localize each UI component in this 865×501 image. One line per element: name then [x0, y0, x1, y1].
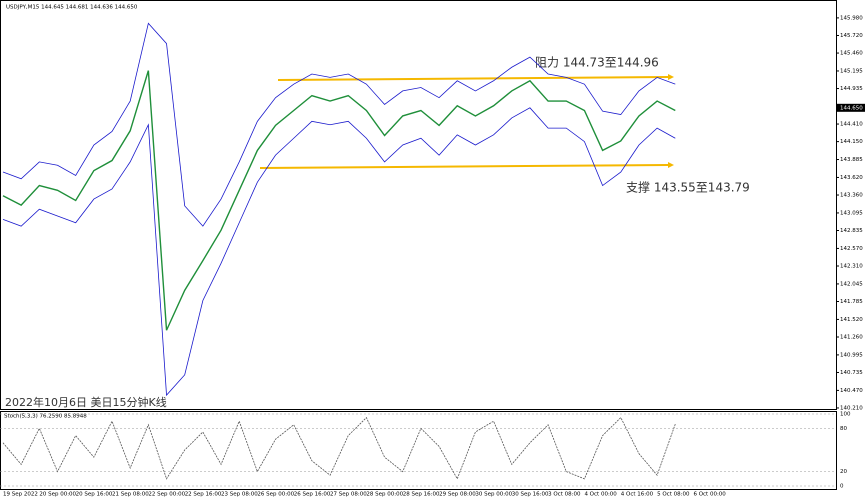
arrow: [668, 162, 674, 168]
x-tick-label: 30 Sep 00:00: [475, 492, 512, 498]
x-tick-label: 23 Sep 08:00: [221, 492, 258, 498]
annotation: 阻力 144.73至144.96: [535, 56, 659, 70]
x-tick-label: 6 Oct 00:00: [693, 492, 726, 498]
y-tick-label: 144.935: [840, 86, 863, 92]
x-tick-label: 22 Sep 16:00: [185, 492, 222, 498]
x-tick-label: 28 Sep 00:00: [366, 492, 403, 498]
y-tick-label: 141.260: [840, 334, 863, 340]
y-tick-label: 142.310: [840, 264, 863, 270]
y-tick-label: 142.045: [840, 281, 863, 287]
x-tick-label: 22 Sep 00:00: [148, 492, 185, 498]
x-tick-label: 30 Sep 16:00: [512, 492, 549, 498]
indicator-panel: [0, 411, 837, 490]
y-tick-label: 141.520: [840, 317, 863, 323]
band-line: [2, 22, 676, 227]
x-tick-label: 20 Sep 16:00: [76, 492, 113, 498]
y-tick-label: 142.835: [840, 228, 863, 234]
y-tick-label: 145.195: [840, 68, 863, 74]
arrow: [668, 74, 674, 80]
support-line: [259, 164, 669, 169]
x-tick-label: 19 Sep 2022: [3, 492, 38, 498]
chart-title: 2022年10月6日 美日15分钟K线: [5, 395, 167, 409]
y-tick-label: 143.885: [840, 157, 863, 163]
y-tick-label: 0: [840, 484, 844, 490]
header: USDJPY,M15 144.645 144.681 144.636 144.6…: [6, 5, 138, 11]
x-tick-label: 4 Oct 00:00: [584, 492, 617, 498]
y-tick-label: 143.360: [840, 193, 863, 199]
x-tick-label: 27 Sep 08:00: [330, 492, 367, 498]
y-tick-label: 144.410: [840, 122, 863, 128]
y-tick-label: 140.995: [840, 352, 863, 358]
indicator-title: Stoch(5,3,3) 76.2590 85.8948: [4, 414, 87, 420]
x-tick-label: 20 Sep 00:00: [39, 492, 76, 498]
price-line: [2, 70, 676, 331]
x-tick-label: 29 Sep 08:00: [439, 492, 476, 498]
y-tick-label: 140.470: [840, 388, 863, 394]
y-tick-label: 141.785: [840, 299, 863, 305]
y-tick-label: 143.095: [840, 210, 863, 216]
x-tick-label: 5 Oct 08:00: [657, 492, 690, 498]
y-tick-label: 140.735: [840, 370, 863, 376]
x-tick-label: 28 Sep 16:00: [403, 492, 440, 498]
y-tick-label: 145.460: [840, 51, 863, 57]
resistance-line: [277, 76, 669, 81]
x-tick-label: 4 Oct 16:00: [621, 492, 654, 498]
y-tick-label: 145.980: [840, 15, 863, 21]
y-tick-label: 143.620: [840, 175, 863, 181]
y-tick-label: 100: [840, 412, 851, 418]
price-box: [837, 103, 865, 112]
y-tick-label: 140.210: [840, 405, 863, 411]
x-tick-label: 26 Sep 16:00: [294, 492, 331, 498]
annotation: 支撑 143.55至143.79: [626, 180, 750, 195]
y-tick-label: 20: [840, 469, 847, 475]
x-tick-label: 21 Sep 08:00: [112, 492, 149, 498]
y-tick-label: 144.150: [840, 139, 863, 145]
y-tick-label: 142.570: [840, 246, 863, 252]
x-tick-label: 3 Oct 08:00: [548, 492, 581, 498]
x-tick-label: 26 Sep 00:00: [257, 492, 294, 498]
main-panel: [0, 0, 837, 410]
y-tick-label: 145.720: [840, 33, 863, 39]
band-line: [2, 107, 676, 397]
price-label: 144.650: [840, 105, 863, 111]
stoch-line: [2, 416, 676, 480]
y-tick-label: 80: [840, 426, 847, 432]
